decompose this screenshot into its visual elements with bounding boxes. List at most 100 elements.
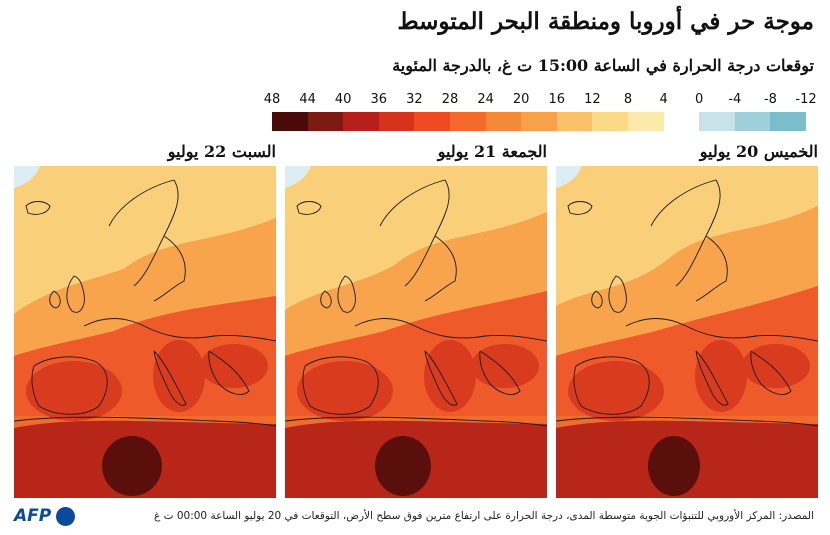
map-hotspot-iberia [297, 361, 393, 421]
map-hotspot-balkans [742, 344, 810, 388]
map-coastline [49, 290, 61, 309]
map-coastline [83, 318, 276, 342]
scale-swatch [378, 112, 415, 131]
map-coastline [66, 275, 85, 313]
map-coastline [556, 416, 818, 427]
scale-tick-label: 32 [406, 92, 423, 107]
scale-bar [272, 112, 806, 131]
scale-tick-label: 24 [477, 92, 494, 107]
map-ice-corner [14, 166, 40, 188]
map-coastline [591, 290, 603, 309]
map-coastline [750, 350, 792, 395]
map-panel-thu: الخميس 20 يوليو [556, 142, 818, 500]
map-cool-zone [285, 166, 547, 310]
map-extreme-zone [102, 436, 162, 496]
scale-tick-label: -12 [795, 92, 817, 107]
scale-tick-label: 12 [584, 92, 601, 107]
map-coastline-iceland [567, 201, 593, 215]
afp-logo-text: AFP [14, 506, 52, 526]
map-coastline [424, 235, 457, 302]
scale-swatch [272, 112, 308, 131]
afp-logo-dot [56, 507, 75, 526]
map-coastline [625, 318, 818, 342]
scale-swatch [307, 112, 344, 131]
map-coastline [424, 350, 458, 406]
map-hotspot-balkans [200, 344, 268, 388]
map-cool-zone [556, 166, 818, 306]
scale-swatch [663, 112, 700, 131]
map-coastline [695, 350, 729, 406]
scale-swatch [699, 112, 735, 131]
map-hotspot-iberia [568, 361, 664, 421]
scale-swatch [627, 112, 664, 131]
page-title: موجة حر في أوروبا ومنطقة البحر المتوسط [397, 8, 814, 35]
map-coastline [153, 350, 187, 406]
map-hotspot-italy [153, 340, 205, 412]
map-panel-sat: السبت 22 يوليو [14, 142, 276, 500]
map-cool-zone [14, 166, 276, 314]
map-coastline [320, 290, 332, 309]
map-coastline [14, 416, 276, 427]
scale-swatch [449, 112, 486, 131]
scale-swatch [734, 112, 771, 131]
scale-tick-label: 44 [299, 92, 316, 107]
map-coastline [573, 356, 650, 415]
scale-tick-label: 4 [659, 92, 668, 107]
map-coastline [108, 179, 179, 287]
map-coastline-iceland [296, 201, 322, 215]
map-warm-zone [285, 212, 547, 356]
map-coastline [153, 235, 186, 302]
map-coastline [479, 350, 521, 395]
forecast-map-fri [285, 166, 547, 498]
scale-swatch [556, 112, 593, 131]
map-coastline [379, 179, 450, 287]
temperature-color-scale: 48 44 40 36 32 28 24 20 16 12 8 4 0 -4 -8 -12 [264, 92, 817, 132]
scale-tick-label: 48 [263, 92, 281, 107]
map-coastline [285, 416, 547, 427]
forecast-map-thu [556, 166, 818, 498]
map-warm-zone [14, 218, 276, 356]
page-subtitle: توقعات درجة الحرارة في الساعة 15:00 ت غ،… [392, 56, 814, 75]
afp-logo: AFP [14, 505, 78, 529]
map-panel-fri: الجمعة 21 يوليو [285, 142, 547, 500]
scale-tick-label: 0 [695, 92, 704, 107]
scale-swatch [414, 112, 450, 131]
scale-swatch [592, 112, 628, 131]
scale-tick-label: 40 [334, 92, 352, 107]
source-note: المصدر: المركز الأوروبي للتنبؤات الجوية … [154, 510, 814, 522]
map-hotspot-italy [424, 340, 476, 412]
map-ice-corner [285, 166, 311, 188]
map-extreme-zone [375, 436, 431, 496]
map-coastline [302, 356, 379, 415]
map-coastline [608, 275, 627, 313]
map-coastline [354, 318, 547, 342]
scale-tick-label: 20 [512, 92, 530, 107]
scale-swatch [485, 112, 522, 131]
map-hotspot-balkans [471, 344, 539, 388]
scale-swatch [770, 112, 806, 131]
map-hotspot-iberia [26, 361, 122, 421]
scale-swatch [343, 112, 379, 131]
forecast-map-sat [14, 166, 276, 498]
map-warm-zone [556, 206, 818, 356]
panel-title-thu: الخميس 20 يوليو [699, 142, 818, 161]
panel-title-sat: السبت 22 يوليو [167, 142, 276, 161]
map-hotspot-italy [695, 340, 747, 412]
map-coastline [208, 350, 250, 395]
map-coastline-iceland [25, 201, 51, 215]
scale-tick-label: 28 [441, 92, 459, 107]
scale-swatch [521, 112, 557, 131]
scale-tick-label: -4 [728, 92, 742, 107]
map-ice-corner [556, 166, 582, 188]
map-coastline [31, 356, 108, 415]
scale-tick-label: -8 [763, 92, 777, 107]
scale-tick-label: 16 [548, 92, 566, 107]
panel-title-fri: الجمعة 21 يوليو [437, 142, 547, 161]
scale-tick-label: 8 [623, 92, 633, 107]
map-extreme-zone [648, 436, 700, 496]
scale-tick-label: 36 [370, 92, 388, 107]
map-coastline [695, 235, 728, 302]
map-coastline [650, 179, 721, 287]
map-coastline [337, 275, 356, 313]
scale-ticks: 48 44 40 36 32 28 24 20 16 12 8 4 0 -4 -8 -12 [264, 92, 817, 110]
